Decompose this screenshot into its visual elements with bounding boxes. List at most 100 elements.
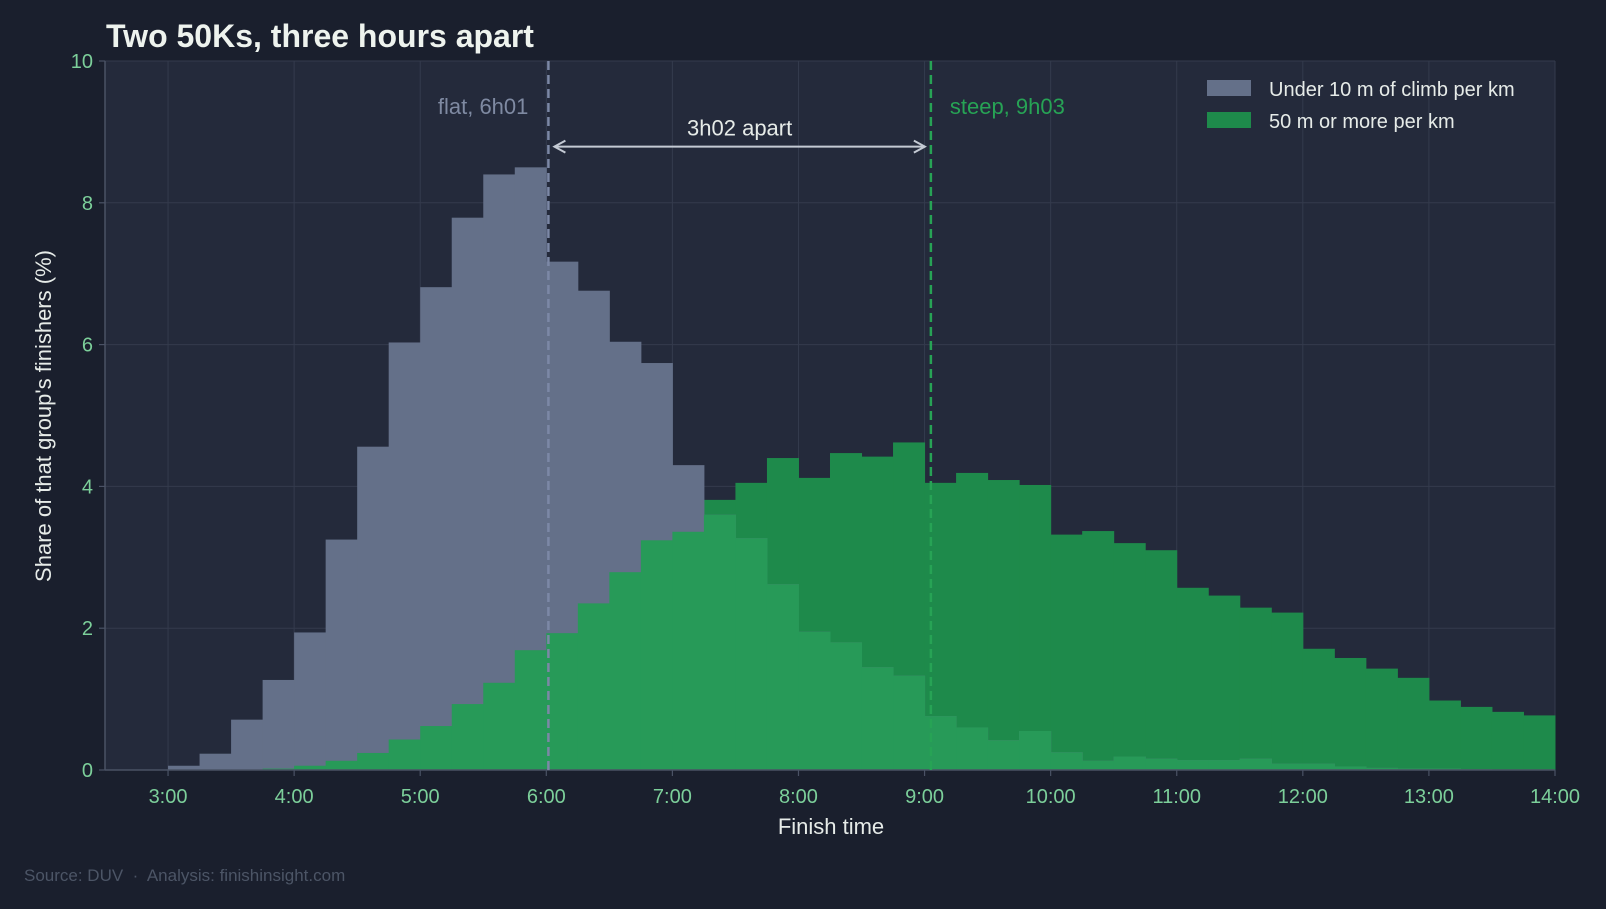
gap-arrow-head-left — [552, 139, 566, 154]
overlap-bar — [1145, 758, 1178, 770]
overlap-bar — [1019, 731, 1052, 770]
steep-bar — [1334, 657, 1367, 770]
flat-median-label: flat, 6h01 — [438, 94, 529, 119]
x-tick-label: 7:00 — [653, 786, 692, 808]
legend-label: Under 10 m of climb per km — [1269, 79, 1515, 101]
x-tick-label: 5:00 — [401, 786, 440, 808]
axes — [99, 60, 1556, 776]
y-tick-label: 8 — [82, 193, 93, 215]
steep-bar — [1460, 706, 1493, 770]
x-tick-label: 6:00 — [527, 786, 566, 808]
x-tick-label: 8:00 — [779, 786, 818, 808]
overlap-bar — [640, 540, 673, 770]
steep-bar — [1365, 668, 1398, 770]
overlap-bar — [609, 572, 642, 770]
steep-bar — [1428, 700, 1461, 770]
steep-bar — [1271, 612, 1304, 770]
steep-bar — [1050, 534, 1083, 770]
steep-bar — [1176, 587, 1209, 770]
overlap-bar — [1113, 756, 1146, 770]
overlap-bar — [1176, 760, 1209, 770]
steep-bar — [1302, 648, 1335, 770]
overlap-bar — [388, 739, 421, 770]
overlap-bar — [357, 752, 390, 770]
overlap-bar — [1302, 763, 1335, 770]
overlap-bar — [451, 704, 484, 770]
flat-bar — [451, 217, 484, 771]
steep-median-label: steep, 9h03 — [950, 94, 1065, 119]
flat-bar — [325, 539, 358, 770]
y-tick-label: 10 — [71, 51, 93, 73]
x-tick-label: 9:00 — [905, 786, 944, 808]
overlap-bar — [830, 642, 863, 770]
x-tick-label: 4:00 — [275, 786, 314, 808]
overlap-bar — [1239, 758, 1272, 770]
steep-bar — [1523, 715, 1556, 770]
overlap-bar — [703, 514, 736, 770]
legend: Under 10 m of climb per km 50 m or more p… — [1207, 79, 1515, 133]
flat-bar — [262, 679, 295, 770]
source-note: Source: DUV · Analysis: finishinsight.co… — [24, 866, 345, 885]
overlap-bar — [1271, 763, 1304, 770]
flat-bar — [168, 765, 201, 770]
overlap-bar — [798, 631, 831, 770]
overlap-bar — [861, 667, 894, 770]
x-tick-label: 3:00 — [149, 786, 188, 808]
steep-bar — [1145, 550, 1178, 770]
overlap-bar — [893, 675, 926, 770]
steep-bar — [1239, 607, 1272, 770]
y-tick-label: 6 — [82, 335, 93, 357]
overlap-bar — [514, 650, 547, 770]
annotations: flat, 6h01 steep, 9h03 3h02 apart — [438, 61, 1065, 770]
y-tick-label: 0 — [82, 760, 93, 782]
overlap-bar — [956, 727, 989, 770]
overlap-bar — [483, 682, 516, 770]
legend-label: 50 m or more per km — [1269, 111, 1455, 133]
x-tick-label: 12:00 — [1278, 786, 1328, 808]
overlap-bar — [672, 531, 705, 770]
overlap-bar — [546, 633, 579, 770]
overlap-bars — [262, 514, 1493, 770]
overlap-bar — [1082, 760, 1115, 770]
steep-bar — [1491, 711, 1524, 770]
flat-bar — [357, 446, 390, 770]
gap-label: 3h02 apart — [687, 116, 792, 141]
chart-title: Two 50Ks, three hours apart — [106, 18, 534, 54]
steep-bar — [987, 480, 1020, 770]
gap-arrow-head-right — [913, 139, 927, 154]
flat-bar — [483, 174, 516, 770]
overlap-bar — [294, 765, 327, 770]
y-tick-label: 4 — [82, 476, 93, 498]
steep-bar — [1082, 531, 1115, 770]
steep-bar — [1208, 595, 1241, 770]
y-tick-label: 2 — [82, 618, 93, 640]
steep-bar — [1019, 484, 1052, 770]
legend-swatch — [1207, 80, 1251, 96]
overlap-bar — [987, 740, 1020, 770]
overlap-bar — [1365, 767, 1398, 770]
flat-bar — [294, 632, 327, 770]
x-tick-label: 10:00 — [1026, 786, 1076, 808]
x-axis-label: Finish time — [778, 814, 884, 839]
x-tick-label: 11:00 — [1152, 786, 1201, 808]
overlap-bar — [1208, 760, 1241, 770]
overlap-bar — [924, 716, 957, 770]
flat-bar — [231, 719, 264, 770]
overlap-bar — [735, 538, 768, 770]
flat-bar — [420, 287, 453, 770]
overlap-bar — [766, 584, 799, 770]
steep-bar — [956, 472, 989, 770]
legend-swatch — [1207, 112, 1251, 128]
x-tick-label: 14:00 — [1530, 786, 1580, 808]
overlap-bar — [325, 760, 358, 770]
tick-labels: 3:00 4:00 5:00 6:00 7:00 8:00 9:00 10:00 11:00 12… — [71, 51, 1580, 808]
x-tick-label: 13:00 — [1404, 786, 1454, 808]
steep-bar — [1397, 677, 1430, 770]
overlap-bar — [1050, 752, 1083, 770]
y-axis-label: Share of that group's finishers (%) — [31, 250, 56, 582]
flat-bar — [199, 753, 232, 770]
overlap-bar — [420, 726, 453, 770]
steep-bar — [1113, 543, 1146, 770]
flat-bar — [388, 342, 421, 770]
